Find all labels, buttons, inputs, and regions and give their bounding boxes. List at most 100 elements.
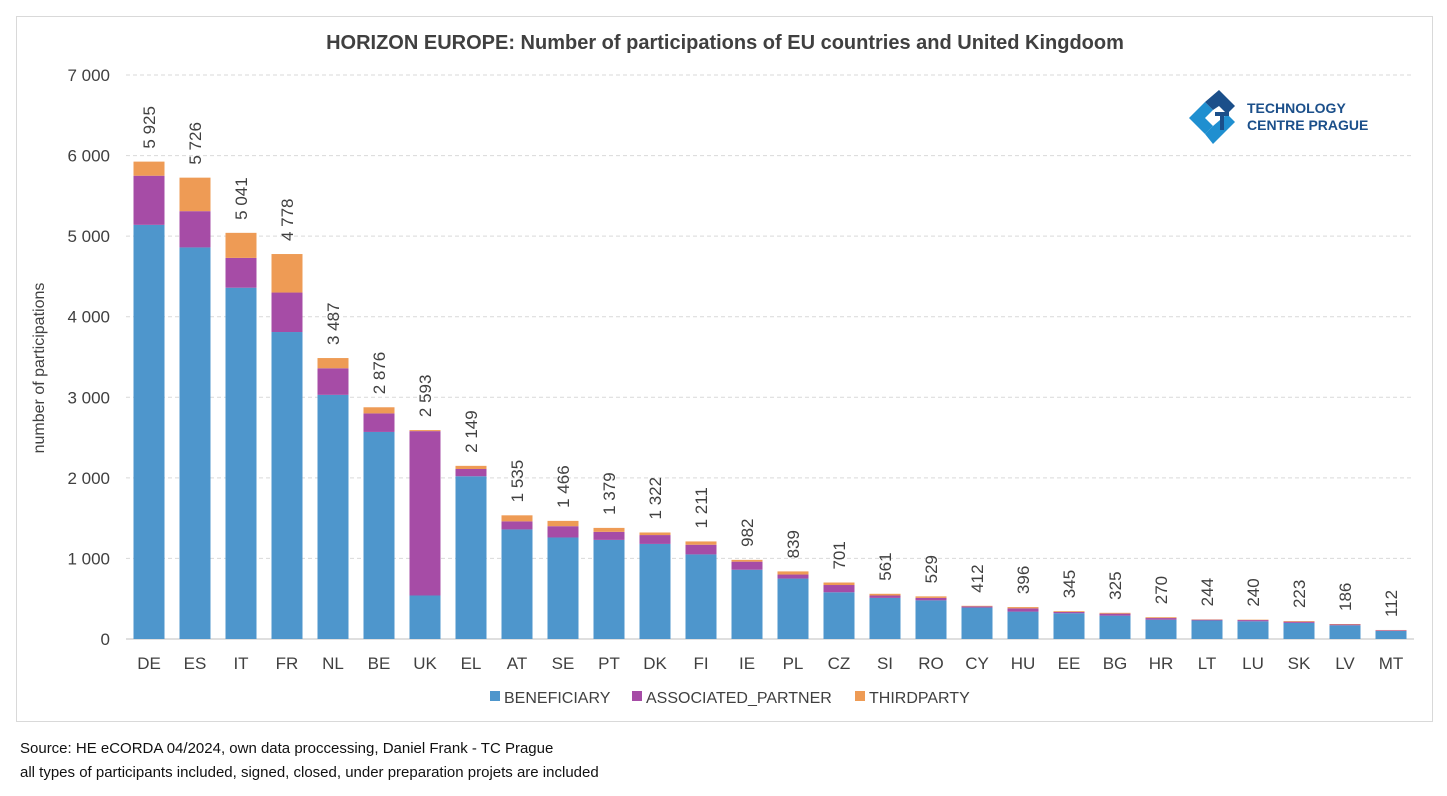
bar-segment-beneficiary [501,529,533,639]
total-data-label: 325 [1106,571,1125,599]
y-axis-ticks: 0 1 000 2 000 3 000 4 000 5 000 6 000 7 000 [67,66,110,649]
y-tick-label: 3 000 [67,388,110,407]
logo-line-1: TECHNOLOGY [1247,100,1346,116]
x-tick-label: MT [1379,654,1404,673]
x-tick-label: FI [693,654,708,673]
x-tick-label: FR [276,654,299,673]
y-tick-label: 2 000 [67,469,110,488]
legend-label-associated-partner: ASSOCIATED_PARTNER [646,690,832,707]
bar-segment-associated-partner [1145,618,1177,620]
bar-segment-associated-partner [915,597,947,601]
y-tick-label: 0 [101,630,110,649]
x-tick-label: CZ [828,654,851,673]
bar-segment-associated-partner [1099,613,1131,616]
legend: BENEFICIARY ASSOCIATED_PARTNER THIRDPARTY [490,690,970,707]
bar-segment-thirdparty [915,596,947,598]
total-data-label: 3 487 [324,303,343,346]
bar-segment-associated-partner [1237,620,1269,622]
bar-segment-thirdparty [179,177,211,212]
bar-segment-associated-partner [179,211,211,248]
bar-segment-beneficiary [1099,615,1131,639]
x-tick-label: DK [643,654,667,673]
bar-segment-thirdparty [639,532,671,536]
bar-segment-thirdparty [409,430,441,432]
logo-mark-icon [1189,90,1235,144]
bar-segment-beneficiary [179,247,211,639]
bar-segment-associated-partner [1191,619,1223,621]
x-tick-label: HR [1149,654,1174,673]
x-tick-label: HU [1011,654,1036,673]
bar-segment-beneficiary [823,592,855,639]
bar-segment-beneficiary [317,394,349,639]
y-tick-label: 4 000 [67,308,110,327]
bar-segment-thirdparty [547,520,579,527]
bar-segment-beneficiary [593,539,625,639]
y-tick-label: 5 000 [67,227,110,246]
bar-segment-associated-partner [455,468,487,477]
x-tick-label: LU [1242,654,1264,673]
legend-swatch-beneficiary [490,691,500,701]
bar-segment-beneficiary [455,476,487,639]
bar-segment-beneficiary [869,597,901,639]
total-data-label: 1 211 [692,487,711,528]
x-tick-label: BG [1103,654,1128,673]
bar-segment-beneficiary [961,607,993,639]
bar-segment-associated-partner [685,544,717,555]
bar-segment-thirdparty [1007,607,1039,609]
x-tick-label: SE [552,654,575,673]
bar-segment-beneficiary [547,537,579,639]
bar-segment-thirdparty [455,465,487,469]
bar-segment-thirdparty [1053,611,1085,613]
y-tick-label: 1 000 [67,549,110,568]
bar-segment-associated-partner [1375,630,1407,631]
bar-segment-associated-partner [501,521,533,530]
bar-segment-associated-partner [363,413,395,432]
total-labels: 5 925 5 726 5 041 4 778 3 487 2 876 2 593 2 149… [140,106,1401,617]
legend-label-thirdparty: THIRDPARTY [869,690,970,707]
total-data-label: 186 [1336,583,1355,611]
bar-segment-associated-partner [639,535,671,544]
bars [133,161,1407,639]
total-data-label: 2 876 [370,352,389,395]
total-data-label: 1 535 [508,460,527,503]
total-data-label: 270 [1152,576,1171,604]
total-data-label: 561 [876,552,895,580]
total-data-label: 412 [968,564,987,592]
x-tick-label: IT [233,654,248,673]
bar-segment-associated-partner [409,431,441,596]
chart-title: HORIZON EUROPE: Number of participations… [326,32,1124,54]
bar-segment-thirdparty [777,571,809,575]
total-data-label: 839 [784,530,803,558]
bar-segment-beneficiary [409,595,441,639]
bar-segment-associated-partner [1283,621,1315,623]
bar-segment-thirdparty [961,605,993,607]
bar-segment-beneficiary [133,224,165,639]
total-data-label: 1 322 [646,477,665,520]
x-tick-label: BE [368,654,391,673]
bar-segment-beneficiary [1007,611,1039,639]
x-tick-label: ES [184,654,207,673]
bar-segment-beneficiary [1191,620,1223,639]
bar-segment-thirdparty [1145,617,1177,619]
x-tick-label: EL [461,654,482,673]
bar-segment-beneficiary [271,332,303,639]
bar-segment-beneficiary [915,600,947,639]
x-tick-label: CY [965,654,989,673]
bar-segment-beneficiary [1283,622,1315,639]
total-data-label: 4 778 [278,198,297,241]
bar-segment-associated-partner [133,175,165,225]
x-tick-label: DE [137,654,161,673]
y-tick-label: 6 000 [67,147,110,166]
bar-segment-associated-partner [1007,608,1039,612]
bar-segment-thirdparty [1283,621,1315,622]
bar-segment-beneficiary [1375,630,1407,639]
bar-segment-associated-partner [317,368,349,395]
total-data-label: 1 466 [554,465,573,508]
total-data-label: 244 [1198,578,1217,606]
bar-segment-thirdparty [271,254,303,293]
logo-text: TECHNOLOGY CENTRE PRAGUE [1247,100,1368,134]
bar-segment-beneficiary [1329,625,1361,639]
participants-note: all types of participants included, sign… [20,764,599,781]
x-tick-label: LV [1335,654,1355,673]
bar-segment-beneficiary [363,431,395,639]
